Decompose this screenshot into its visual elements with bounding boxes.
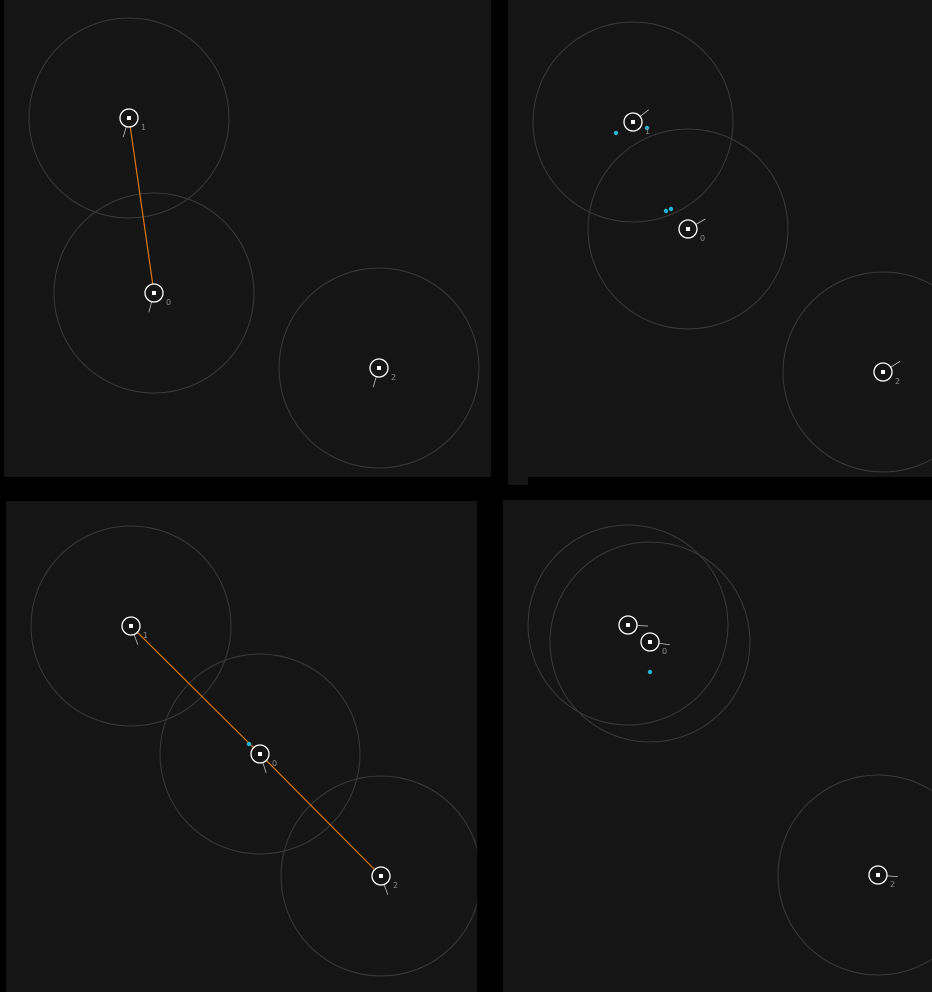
node-2: 2 [868,865,898,889]
node-0: 0 [640,632,670,656]
range-circle [532,21,734,223]
node-0: 0 [678,218,706,243]
node-2: 2 [369,358,396,388]
node-center [129,624,133,628]
signal-dot-icon [663,208,669,214]
node-label: 0 [166,298,171,307]
node-center [626,623,630,627]
signal-dot-icon [613,130,619,136]
node-1: 1 [121,616,148,645]
node-1 [618,615,648,635]
range-circle [159,653,361,855]
node-label: 2 [890,880,895,889]
range-circle [527,524,729,726]
panel-canvas-1: 1 0 2 [28,17,480,469]
node-center [648,640,652,644]
simulation-panel-2: 1 0 2 [508,0,932,477]
node-label: 1 [645,127,650,136]
panel-canvas-2: 1 0 2 [532,21,932,473]
node-label: 1 [141,123,146,132]
node-label: 2 [895,377,900,386]
node-center [686,227,690,231]
node-0: 0 [250,744,277,774]
range-circle [278,267,480,469]
node-label: 2 [393,881,398,890]
node-2: 2 [873,361,901,386]
panel-canvas-4: 02 [527,524,932,976]
node-center [258,752,262,756]
node-label: 0 [662,647,667,656]
node-0: 0 [144,283,171,313]
node-center [127,116,131,120]
simulation-panel-1: 1 0 2 [4,0,491,477]
signal-dot-icon [647,669,653,675]
node-center [881,370,885,374]
link-line [128,117,155,294]
panel-canvas-3: 1 0 2 [30,525,477,977]
node-1: 1 [119,108,146,138]
node-label: 0 [272,759,277,768]
node-center [379,874,383,878]
node-label: 1 [143,631,148,640]
node-center [377,366,381,370]
panel-2-bottom-strip [508,477,528,485]
range-circle [280,775,477,977]
range-circle [587,128,789,330]
link-line [259,753,382,877]
node-center [631,120,635,124]
range-circle [28,17,230,219]
signal-dot-icon [246,741,252,747]
node-center [876,873,880,877]
node-label: 0 [700,234,705,243]
node-label: 2 [391,373,396,382]
range-circle [782,271,932,473]
simulation-panel-3: 1 0 2 [6,501,477,992]
range-circle [53,192,255,394]
range-circle [30,525,232,727]
signal-dot-icon [668,206,674,212]
link-line [130,625,261,755]
signal-dot-icon [644,125,650,131]
node-center [152,291,156,295]
range-circle [549,541,751,743]
range-circle [777,774,932,976]
node-2: 2 [371,866,398,895]
node-1: 1 [623,109,650,136]
